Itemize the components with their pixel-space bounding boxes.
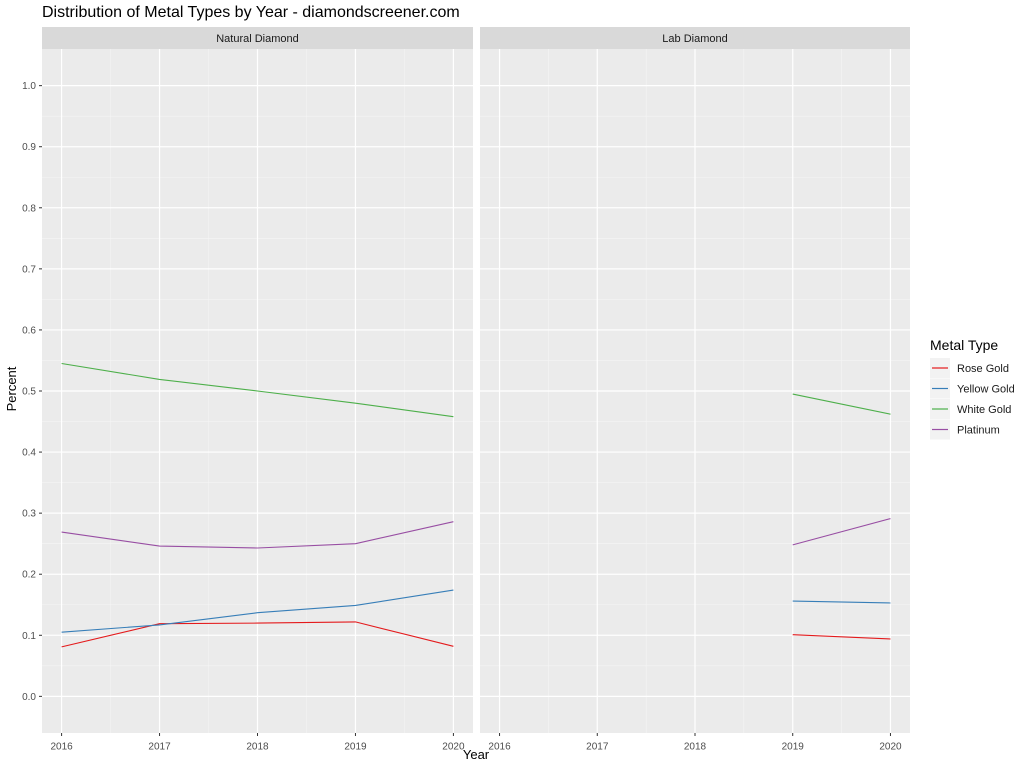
series-line-white-gold-natural-diamond — [61, 362, 454, 418]
legend-label: Platinum — [957, 425, 1000, 437]
legend-item-yellow-gold: Yellow Gold — [930, 378, 1015, 399]
y-tick-label: 0.7 — [22, 264, 36, 275]
x-axis-title: Year — [463, 747, 490, 762]
x-tick-label: 2017 — [148, 741, 171, 752]
x-tick-label: 2016 — [488, 741, 511, 752]
facet-strip — [480, 27, 910, 49]
series-line-yellow-gold-natural-diamond — [61, 589, 454, 633]
series-line-yellow-gold-lab-diamond — [792, 600, 891, 604]
y-tick-label: 0.5 — [22, 387, 36, 398]
y-tick-label: 1.0 — [22, 81, 36, 92]
legend-item-rose-gold: Rose Gold — [930, 358, 1009, 378]
x-tick-label: 2019 — [344, 741, 367, 752]
x-tick-label: 2016 — [50, 741, 73, 752]
y-tick-label: 0.4 — [22, 448, 36, 459]
y-tick-label: 0.2 — [22, 570, 36, 581]
series-line-platinum-natural-diamond — [61, 521, 454, 549]
x-tick-label: 2017 — [586, 741, 609, 752]
legend-title: Metal Type — [930, 337, 998, 353]
x-tick-label: 2018 — [684, 741, 707, 752]
facet-strip-label: Natural Diamond — [216, 33, 299, 45]
y-axis-title: Percent — [4, 366, 19, 411]
y-tick-label: 0.9 — [22, 142, 36, 153]
x-tick-label: 2019 — [782, 741, 805, 752]
y-tick-label: 0.0 — [22, 692, 36, 703]
y-tick-label: 0.8 — [22, 203, 36, 214]
chart-title: Distribution of Metal Types by Year - di… — [42, 4, 460, 21]
legend: Metal Type Rose Gold Yellow Gold White Gol… — [930, 337, 1015, 440]
y-tick-label: 0.3 — [22, 509, 36, 520]
y-tick-label: 0.1 — [22, 631, 36, 642]
facet-natural-diamond: Natural Diamond 2016 2017 2018 2019 2020 0.0 0.… — [22, 27, 473, 752]
facet-strip-label: Lab Diamond — [662, 33, 727, 45]
series-line-white-gold-lab-diamond — [792, 393, 891, 415]
legend-label: Yellow Gold — [957, 384, 1015, 396]
x-tick-label: 2020 — [442, 741, 465, 752]
facet-strip — [42, 27, 473, 49]
legend-label: Rose Gold — [957, 363, 1009, 375]
legend-item-platinum: Platinum — [930, 419, 1000, 440]
facet-lab-diamond: Lab Diamond 2016 2017 2018 2019 2020 — [480, 27, 910, 752]
y-tick-label: 0.6 — [22, 325, 36, 336]
facet-panels: Natural Diamond 2016 2017 2018 2019 2020 0.0 0.… — [22, 27, 910, 752]
legend-item-white-gold: White Gold — [930, 399, 1011, 419]
x-tick-label: 2020 — [879, 741, 902, 752]
series-line-rose-gold-natural-diamond — [61, 621, 454, 648]
series-line-rose-gold-lab-diamond — [792, 634, 891, 640]
x-tick-label: 2018 — [246, 741, 269, 752]
legend-label: White Gold — [957, 404, 1011, 416]
series-line-platinum-lab-diamond — [792, 518, 891, 546]
